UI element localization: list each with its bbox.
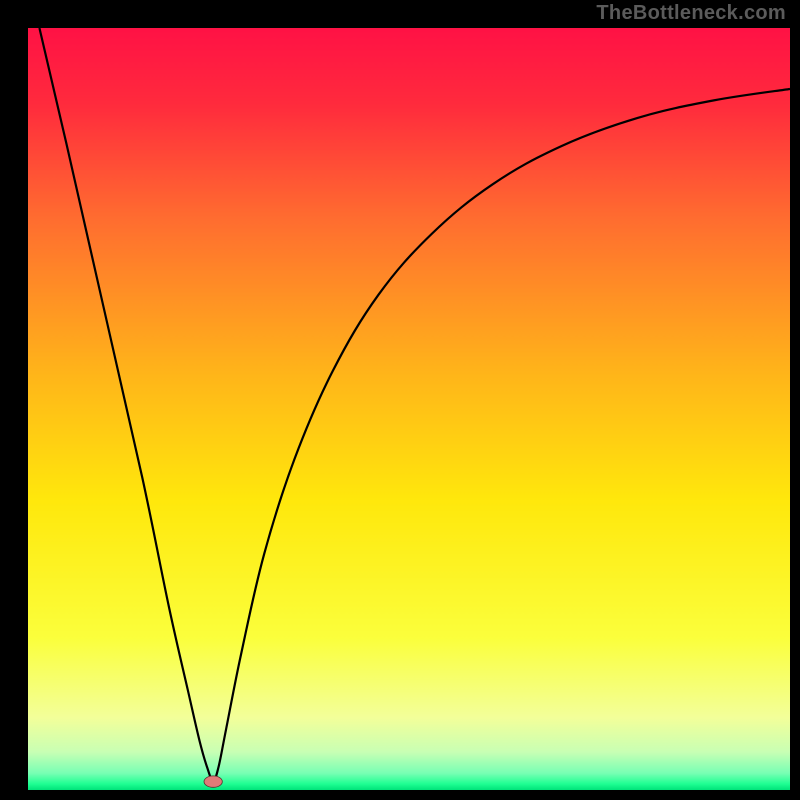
- plot-area: [28, 28, 790, 790]
- watermark-text: TheBottleneck.com: [596, 2, 786, 25]
- chart-container: TheBottleneck.com: [0, 0, 800, 800]
- optimal-point-marker: [204, 776, 222, 787]
- bottleneck-curve: [39, 28, 790, 781]
- curve-overlay: [28, 28, 790, 790]
